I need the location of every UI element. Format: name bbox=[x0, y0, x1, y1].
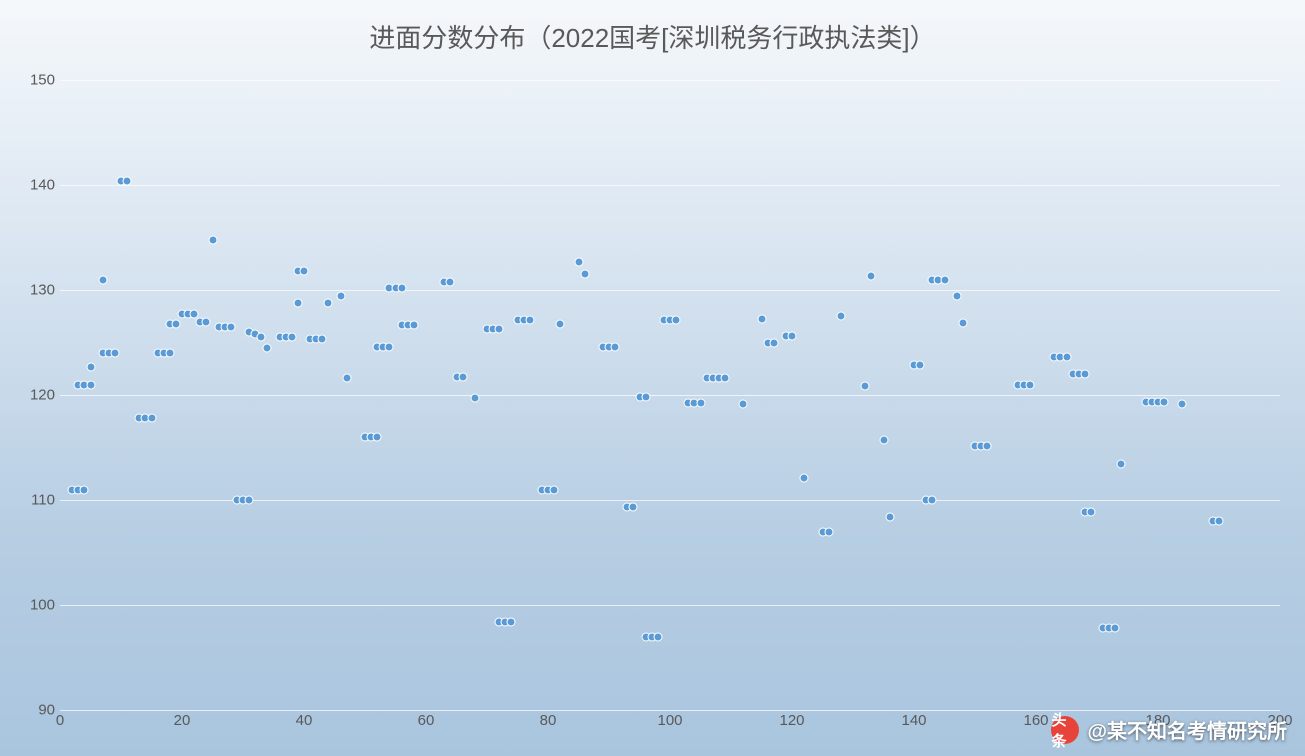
scatter-point bbox=[470, 394, 479, 403]
scatter-point bbox=[495, 324, 504, 333]
scatter-point bbox=[1117, 460, 1126, 469]
scatter-point bbox=[257, 333, 266, 342]
x-axis-label: 100 bbox=[657, 712, 682, 729]
scatter-point bbox=[397, 283, 406, 292]
scatter-point bbox=[836, 312, 845, 321]
x-axis-label: 120 bbox=[779, 712, 804, 729]
scatter-point bbox=[1086, 507, 1095, 516]
scatter-point bbox=[147, 414, 156, 423]
scatter-point bbox=[739, 400, 748, 409]
scatter-point bbox=[123, 176, 132, 185]
scatter-point bbox=[928, 496, 937, 505]
scatter-point bbox=[86, 380, 95, 389]
x-axis-label: 160 bbox=[1023, 712, 1048, 729]
scatter-point bbox=[318, 335, 327, 344]
y-axis-label: 120 bbox=[15, 387, 55, 404]
x-axis-label: 40 bbox=[296, 712, 313, 729]
plot-area bbox=[60, 80, 1280, 710]
scatter-point bbox=[1111, 624, 1120, 633]
scatter-point bbox=[556, 319, 565, 328]
scatter-point bbox=[940, 275, 949, 284]
watermark: 头条 @某不知名考情研究所 bbox=[1051, 715, 1287, 744]
scatter-point bbox=[86, 362, 95, 371]
scatter-point bbox=[336, 292, 345, 301]
scatter-point bbox=[525, 316, 534, 325]
scatter-point bbox=[300, 267, 309, 276]
scatter-point bbox=[696, 399, 705, 408]
scatter-point bbox=[1215, 517, 1224, 526]
watermark-text: @某不知名考情研究所 bbox=[1087, 715, 1287, 744]
scatter-point bbox=[580, 270, 589, 279]
scatter-point bbox=[1062, 353, 1071, 362]
scatter-point bbox=[861, 381, 870, 390]
y-axis-label: 150 bbox=[15, 72, 55, 89]
y-axis-label: 100 bbox=[15, 597, 55, 614]
scatter-point bbox=[287, 333, 296, 342]
scatter-point bbox=[574, 257, 583, 266]
scatter-point bbox=[165, 349, 174, 358]
scatter-point bbox=[653, 632, 662, 641]
scatter-point bbox=[342, 374, 351, 383]
scatter-point bbox=[446, 277, 455, 286]
y-axis-label: 90 bbox=[15, 702, 55, 719]
scatter-point bbox=[983, 442, 992, 451]
scatter-point bbox=[788, 332, 797, 341]
scatter-point bbox=[958, 318, 967, 327]
scatter-point bbox=[324, 298, 333, 307]
scatter-point bbox=[202, 317, 211, 326]
scatter-point bbox=[550, 485, 559, 494]
scatter-point bbox=[867, 272, 876, 281]
scatter-point bbox=[1080, 370, 1089, 379]
scatter-point bbox=[98, 275, 107, 284]
scatter-point bbox=[171, 319, 180, 328]
scatter-chart: 进面分数分布（2022国考[深圳税务行政执法类]） 90 100 110 120 130… bbox=[0, 0, 1305, 756]
y-axis-label: 110 bbox=[15, 492, 55, 509]
scatter-point bbox=[879, 436, 888, 445]
gridline-y bbox=[60, 710, 1280, 711]
scatter-point bbox=[1025, 380, 1034, 389]
scatter-point bbox=[293, 298, 302, 307]
scatter-point bbox=[458, 373, 467, 382]
scatter-point bbox=[757, 315, 766, 324]
y-axis-label: 140 bbox=[15, 177, 55, 194]
scatter-point bbox=[916, 360, 925, 369]
scatter-point bbox=[952, 292, 961, 301]
scatter-point bbox=[885, 512, 894, 521]
scatter-point bbox=[1178, 400, 1187, 409]
scatter-point bbox=[720, 374, 729, 383]
scatter-point bbox=[80, 485, 89, 494]
watermark-logo: 头条 bbox=[1051, 716, 1079, 744]
scatter-point bbox=[1160, 398, 1169, 407]
x-axis-label: 20 bbox=[174, 712, 191, 729]
scatter-point bbox=[409, 320, 418, 329]
scatter-point bbox=[208, 235, 217, 244]
x-axis-label: 60 bbox=[418, 712, 435, 729]
scatter-point bbox=[226, 322, 235, 331]
scatter-point bbox=[245, 496, 254, 505]
x-axis-label: 140 bbox=[901, 712, 926, 729]
scatter-point bbox=[263, 343, 272, 352]
scatter-point bbox=[507, 617, 516, 626]
scatter-point bbox=[110, 349, 119, 358]
scatter-point bbox=[629, 503, 638, 512]
scatter-point bbox=[824, 527, 833, 536]
scatter-point bbox=[373, 433, 382, 442]
x-axis-label: 0 bbox=[56, 712, 64, 729]
scatter-point bbox=[769, 338, 778, 347]
x-axis-label: 80 bbox=[540, 712, 557, 729]
scatter-point bbox=[800, 473, 809, 482]
scatter-point bbox=[611, 342, 620, 351]
scatter-point bbox=[672, 316, 681, 325]
y-axis-label: 130 bbox=[15, 282, 55, 299]
scatter-point bbox=[385, 342, 394, 351]
scatter-point bbox=[641, 393, 650, 402]
chart-title: 进面分数分布（2022国考[深圳税务行政执法类]） bbox=[0, 18, 1305, 55]
